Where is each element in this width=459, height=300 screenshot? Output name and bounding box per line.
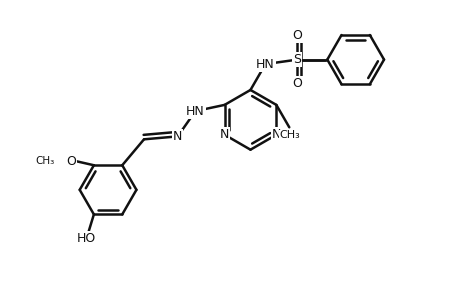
Text: HN: HN bbox=[256, 58, 274, 70]
Text: O: O bbox=[292, 29, 302, 42]
Text: HN: HN bbox=[185, 105, 204, 118]
Text: S: S bbox=[293, 53, 301, 66]
Text: HO: HO bbox=[77, 232, 96, 245]
Text: O: O bbox=[292, 77, 302, 90]
Text: CH₃: CH₃ bbox=[36, 156, 55, 166]
Text: CH₃: CH₃ bbox=[278, 130, 299, 140]
Text: N: N bbox=[173, 130, 182, 143]
Text: N: N bbox=[271, 128, 280, 141]
Text: N: N bbox=[219, 128, 229, 141]
Text: O: O bbox=[67, 155, 76, 168]
